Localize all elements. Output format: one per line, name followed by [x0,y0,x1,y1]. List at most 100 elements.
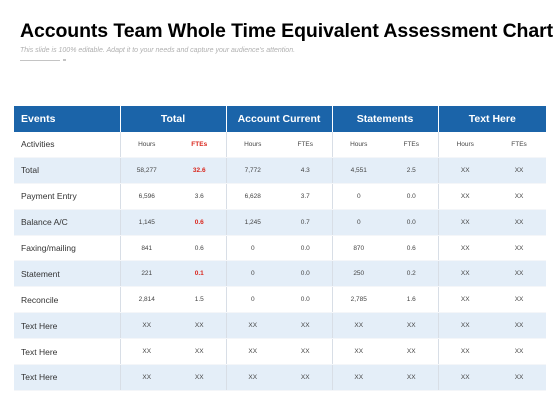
row-label: Statement [14,260,120,288]
table-row: Text Here XX XX XX XX XX XX XX XX [14,364,547,391]
table-cell: XX [492,260,547,288]
table-cell: 2.5 [385,157,439,184]
table-cell: XX [437,260,493,288]
table-cell: 250 [331,260,385,288]
table-cell: 1,245 [225,209,279,236]
table-cell: XX [437,183,493,210]
table-cell: 32.6 [173,157,226,184]
table-cell: 0.0 [279,260,332,288]
title-divider-dot [63,59,66,61]
table-cell: 0.0 [279,235,332,262]
table-cell: 0.0 [385,183,439,210]
table-row: Balance A/C 1,145 0.6 1,245 0.7 0 0.0 XX XX [14,209,547,236]
table-cell: 0.7 [279,209,332,236]
table-cell: XX [437,286,493,314]
table-cell: 221 [119,260,173,288]
table-cell: XX [279,338,332,366]
row-label: Text Here [14,364,120,391]
table-row: Reconcile 2,814 1.5 0 0.0 2,785 1.6 XX XX [14,286,547,314]
row-label: Faxing/mailing [14,235,120,262]
table-cell: XX [492,235,547,262]
row-label: Text Here [14,312,120,340]
table-cell: 7,772 [225,157,279,184]
table-cell: XX [385,338,439,366]
table-cell: XX [492,157,547,184]
row-label: Reconcile [14,286,120,314]
table-header-row: Events Total Account Current Statements … [14,106,547,132]
row-label: Total [14,157,120,184]
table-cell: XX [119,364,173,391]
fte-assessment-table: Events Total Account Current Statements … [14,106,547,391]
table-cell: XX [492,209,547,236]
table-cell: XX [437,209,493,236]
table-cell: XX [437,235,493,262]
table-cell: Hours [331,132,385,158]
table-cell: XX [279,312,332,340]
table-cell: 2,785 [331,286,385,314]
table-cell: 0.6 [173,209,226,236]
table-cell: XX [173,364,226,391]
table-cell: 3.7 [279,183,332,210]
column-header-text-here: Text Here [437,106,547,132]
table-cell: 0.6 [173,235,226,262]
table-cell: 4,551 [331,157,385,184]
table-row: Payment Entry 6,596 3.6 6,628 3.7 0 0.0 XX XX [14,183,547,210]
table-cell: 0 [331,209,385,236]
page-title: Accounts Team Whole Time Equivalent Asse… [20,20,553,42]
table-cell: XX [385,364,439,391]
table-cell: XX [437,338,493,366]
table-cell: 0.6 [385,235,439,262]
table-cell: 2,814 [119,286,173,314]
table-cell: XX [225,364,279,391]
table-cell: XX [492,183,547,210]
table-cell: 870 [331,235,385,262]
table-cell: 0.1 [173,260,226,288]
table-cell: XX [437,157,493,184]
table-cell: 1,145 [119,209,173,236]
table-cell: XX [331,364,385,391]
table-cell: XX [492,312,547,340]
table-cell: XX [492,364,547,391]
table-cell: XX [173,312,226,340]
title-divider [20,60,60,61]
table-cell: 6,596 [119,183,173,210]
column-header-total: Total [119,106,226,132]
table-cell: FTEs [492,132,547,158]
table-cell: 0.0 [279,286,332,314]
table-cell: FTEs [279,132,332,158]
table-cell: FTEs [173,132,226,158]
table-cell: XX [225,338,279,366]
table-cell: XX [119,338,173,366]
row-label: Payment Entry [14,183,120,210]
table-cell: 0 [225,235,279,262]
table-cell: XX [173,338,226,366]
column-header-account-current: Account Current [225,106,332,132]
table-row: Text Here XX XX XX XX XX XX XX XX [14,312,547,340]
row-label: Activities [14,132,120,158]
table-cell: 6,628 [225,183,279,210]
table-cell: 0.2 [385,260,439,288]
table-cell: Hours [119,132,173,158]
column-header-events: Events [14,106,120,132]
table-row: Text Here XX XX XX XX XX XX XX XX [14,338,547,366]
table-cell: FTEs [385,132,439,158]
table-cell: 4.3 [279,157,332,184]
row-label: Balance A/C [14,209,120,236]
table-cell: Hours [225,132,279,158]
table-cell: 841 [119,235,173,262]
page-subtitle: This slide is 100% editable. Adapt it to… [20,47,296,54]
table-cell: XX [119,312,173,340]
table-cell: 3.6 [173,183,226,210]
table-cell: 58,277 [119,157,173,184]
table-body: Activities Hours FTEs Hours FTEs Hours FTEs Hou… [14,132,547,391]
column-header-statements: Statements [331,106,439,132]
table-cell: XX [331,338,385,366]
table-cell: XX [225,312,279,340]
table-cell: 0.0 [385,209,439,236]
table-cell: XX [492,338,547,366]
table-row: Faxing/mailing 841 0.6 0 0.0 870 0.6 XX XX [14,235,547,262]
row-label: Text Here [14,338,120,366]
table-cell: XX [385,312,439,340]
table-cell: XX [437,364,493,391]
table-cell: XX [492,286,547,314]
